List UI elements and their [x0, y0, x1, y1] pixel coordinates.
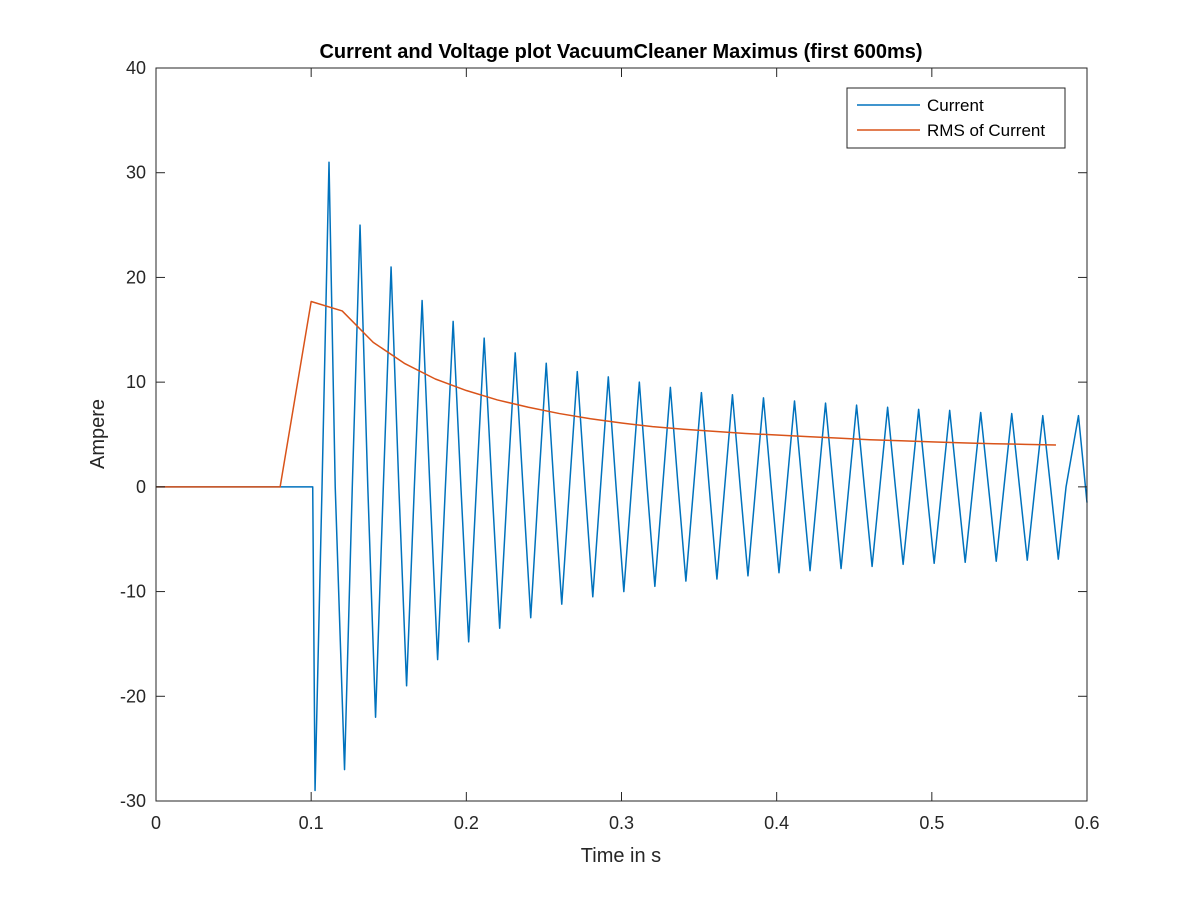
y-tick-label: -20 — [120, 686, 146, 706]
x-tick-label: 0.1 — [299, 813, 324, 833]
y-tick-label: 20 — [126, 267, 146, 287]
x-tick-label: 0.6 — [1074, 813, 1099, 833]
y-tick-label: -30 — [120, 791, 146, 811]
ticks-layer: 0 0.1 0.2 0.3 0.4 0.5 0.6 -30 -20 -10 0 10 20 30 40 — [120, 58, 1100, 833]
x-tick-label: 0.3 — [609, 813, 634, 833]
legend: Current RMS of Current — [846, 87, 1066, 149]
chart-title: Current and Voltage plot VacuumCleaner M… — [319, 41, 922, 63]
x-tick-label: 0.4 — [764, 813, 789, 833]
y-tick-label: 0 — [136, 477, 146, 497]
y-tick-label: -10 — [120, 582, 146, 602]
x-tick-label: 0 — [151, 813, 161, 833]
plot-area — [156, 68, 1087, 801]
series-layer — [156, 161, 1088, 792]
legend-label-current: Current — [927, 96, 984, 115]
x-axis-label: Time in s — [581, 845, 661, 867]
legend-label-rms: RMS of Current — [927, 121, 1045, 140]
y-axis-label: Ampere — [87, 399, 109, 469]
x-tick-label: 0.2 — [454, 813, 479, 833]
x-tick-label: 0.5 — [919, 813, 944, 833]
y-tick-label: 10 — [126, 372, 146, 392]
series-line-current — [156, 161, 1088, 792]
y-tick-label: 40 — [126, 58, 146, 78]
y-tick-label: 30 — [126, 163, 146, 183]
legend-box — [846, 87, 1066, 149]
series-line-rms — [156, 300, 1056, 488]
